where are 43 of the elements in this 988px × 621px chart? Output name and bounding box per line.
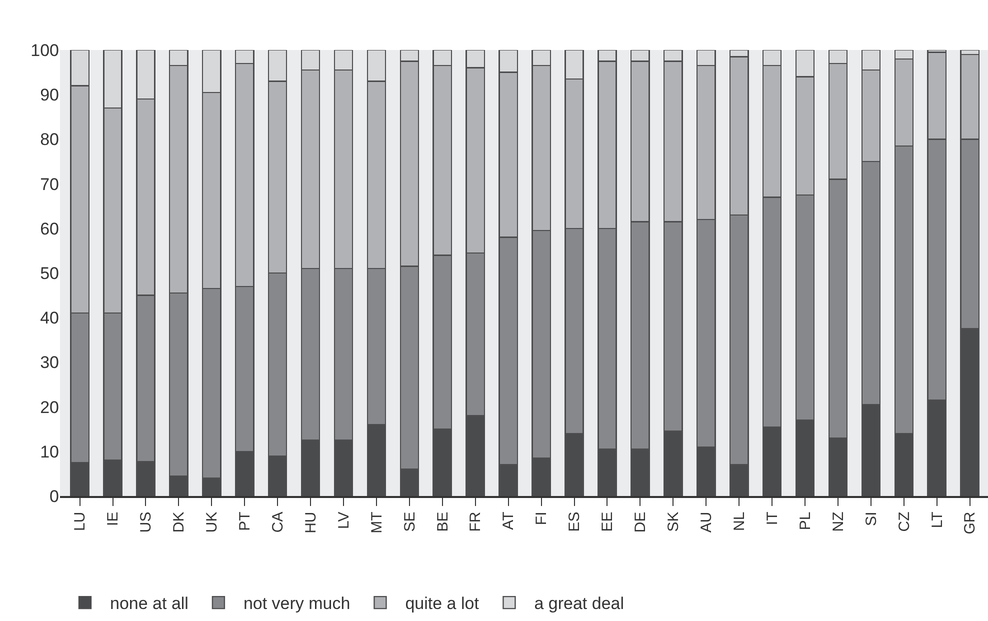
y-tick-label: 100	[30, 40, 59, 60]
x-tick-label: PL	[796, 512, 814, 530]
x-tick-label: IE	[104, 512, 122, 526]
x-tick-label: LU	[72, 512, 89, 531]
x-tick-label: CZ	[896, 512, 913, 532]
legend-label: not very much	[243, 594, 350, 614]
x-tick-label: UK	[204, 512, 221, 533]
legend-label: none at all	[110, 594, 188, 614]
x-tick-label: FR	[467, 512, 484, 532]
y-tick-label: 50	[40, 264, 59, 283]
x-tick-label: SE	[401, 512, 418, 532]
y-tick-label: 70	[40, 174, 59, 194]
x-tick-label: NL	[730, 512, 748, 531]
x-tick-label: HU	[302, 512, 320, 534]
y-tick-label: 20	[40, 398, 59, 417]
x-tick-label: NZ	[830, 512, 847, 532]
x-tick-label: CA	[269, 512, 286, 533]
x-tick-label: PT	[236, 512, 254, 531]
x-tick-label: SK	[665, 512, 682, 532]
x-tick-label: AU	[698, 512, 716, 533]
x-tick-label: AT	[500, 512, 518, 530]
y-tick-label: 30	[40, 353, 59, 372]
y-tick-label: 90	[40, 86, 59, 105]
y-tick-label: 80	[40, 130, 59, 150]
x-tick-label: ES	[566, 512, 584, 532]
x-tick-label: DK	[170, 512, 188, 533]
x-tick-label: FI	[533, 512, 550, 526]
legend-label: a great deal	[534, 594, 624, 614]
x-tick-label: EE	[599, 512, 616, 532]
x-tick-label: MT	[368, 512, 386, 534]
y-tick-label: 0	[50, 486, 59, 506]
x-tick-label: US	[138, 512, 155, 533]
x-tick-label: SI	[862, 512, 880, 526]
x-tick-label: BE	[434, 512, 452, 532]
y-tick-label: 40	[40, 308, 59, 328]
x-tick-label: LV	[335, 512, 352, 529]
x-tick-label: GR	[962, 512, 979, 534]
legend-label: quite a lot	[405, 594, 480, 614]
y-tick-label: 60	[40, 219, 59, 238]
x-tick-label: LT	[928, 512, 946, 528]
y-tick-label: 10	[40, 442, 59, 462]
x-tick-label: DE	[632, 512, 650, 533]
x-tick-label: IT	[764, 512, 781, 526]
